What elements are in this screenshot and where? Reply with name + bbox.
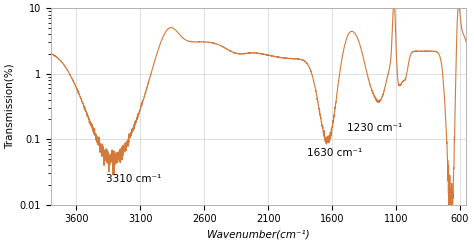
Text: 1630 cm⁻¹: 1630 cm⁻¹ — [307, 148, 362, 158]
Text: 1230 cm⁻¹: 1230 cm⁻¹ — [346, 122, 402, 132]
Y-axis label: Transmission(%): Transmission(%) — [4, 63, 14, 149]
Text: 3310 cm⁻¹: 3310 cm⁻¹ — [106, 174, 162, 184]
X-axis label: Wavenumber(cm⁻¹): Wavenumber(cm⁻¹) — [207, 230, 310, 240]
